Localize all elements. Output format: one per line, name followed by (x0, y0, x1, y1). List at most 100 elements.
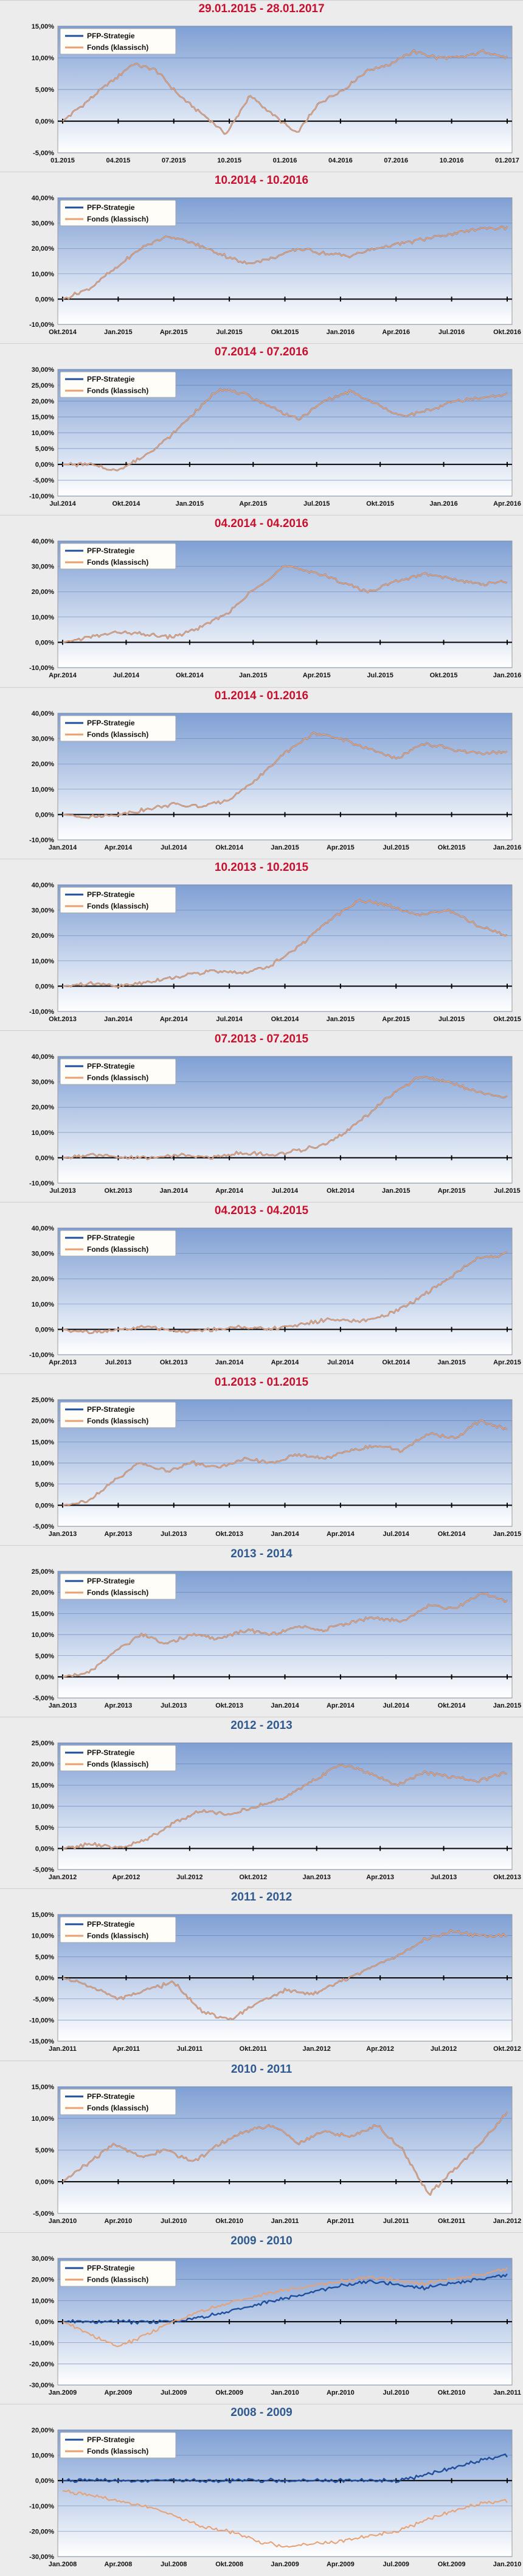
x-tick-label: Jul.2009 (383, 2561, 409, 2568)
x-tick-label: Jan.2008 (49, 2561, 77, 2568)
chart-title: 07.2014 - 07.2016 (214, 346, 309, 359)
fonds-series-line (62, 1593, 508, 1678)
y-tick-label: 10,00% (32, 786, 54, 793)
legend: PFP-Strategie Fonds (klassisch) (60, 1916, 176, 1943)
x-tick-label: Okt.2014 (438, 1531, 466, 1538)
x-tick-label: Apr.2014 (327, 1702, 355, 1709)
x-tick-label: Apr.2013 (104, 1531, 132, 1538)
y-tick-label: -5,00% (33, 2210, 54, 2218)
legend-label-strategy: PFP-Strategie (87, 719, 135, 727)
chart-panel: 04.2014 - 04.2016 -10,00% 0,00% 10,00% 20,00… (0, 515, 523, 687)
y-tick-label: -5,00% (33, 1695, 54, 1702)
x-tick-label: Okt.2014 (49, 329, 77, 336)
legend-label-fonds: Fonds (klassisch) (87, 2447, 148, 2456)
legend-label-strategy: PFP-Strategie (87, 375, 135, 383)
x-tick-label: Apr.2015 (239, 500, 267, 508)
x-tick-label: 07.2015 (162, 157, 186, 164)
y-tick-label: 20,00% (32, 2427, 54, 2434)
legend-label-strategy: PFP-Strategie (87, 1748, 135, 1757)
x-tick-label: Apr.2015 (327, 844, 355, 851)
x-tick-label: Jul.2008 (161, 2561, 187, 2568)
x-tick-label: 01.2017 (495, 157, 519, 164)
chart-panel: 2010 - 2011 -5,00% 0,00% 5,00% 10,00% 15,00% J… (0, 2060, 523, 2233)
x-tick-label: Apr.2015 (303, 672, 331, 680)
x-tick-label: Apr.2012 (113, 1874, 140, 1881)
legend-label-fonds: Fonds (klassisch) (87, 730, 148, 739)
x-tick-label: Okt.2010 (438, 2389, 466, 2396)
chart-title: 10.2013 - 10.2015 (214, 860, 309, 874)
x-tick-label: Okt.2016 (493, 329, 521, 336)
fonds-series-line (62, 2111, 508, 2196)
x-tick-label: Okt.2013 (215, 1531, 243, 1538)
chart-title: 01.2014 - 01.2016 (214, 689, 309, 702)
x-tick-label: Apr.2011 (327, 2218, 354, 2225)
y-tick-label: -10,00% (29, 1352, 54, 1359)
line-chart: -15,00% -10,00% -5,00% 0,00% 5,00% 10,00% 15,0… (29, 1911, 521, 2053)
x-tick-label: Jul.2014 (383, 1702, 410, 1709)
y-tick-label: 5,00% (35, 1954, 54, 1961)
x-tick-label: Jan.2012 (493, 2218, 521, 2225)
y-tick-label: 0,00% (35, 1846, 54, 1853)
x-tick-label: Jan.2014 (215, 1359, 244, 1366)
fonds-series-line (62, 49, 508, 135)
strategy-series-line (63, 2273, 508, 2325)
y-tick-label: 5,00% (35, 86, 54, 94)
legend-label-fonds: Fonds (klassisch) (87, 902, 148, 910)
y-tick-label: 0,00% (35, 640, 54, 647)
legend-label-strategy: PFP-Strategie (87, 2092, 135, 2101)
legend: PFP-Strategie Fonds (klassisch) (60, 1573, 176, 1600)
x-tick-label: Okt.2012 (239, 1874, 267, 1881)
y-tick-label: 15,00% (32, 1611, 54, 1618)
x-tick-label: Apr.2016 (382, 329, 410, 336)
x-tick-label: Jan.2015 (239, 672, 267, 680)
y-tick-label: -10,00% (29, 1180, 54, 1187)
legend-label-strategy: PFP-Strategie (87, 32, 135, 40)
x-tick-label: 01.2015 (50, 157, 75, 164)
legend: PFP-Strategie Fonds (klassisch) (60, 2089, 176, 2115)
legend-label-strategy: PFP-Strategie (87, 1062, 135, 1070)
x-tick-label: Jan.2010 (493, 2561, 521, 2568)
y-tick-label: 20,00% (32, 1761, 54, 1768)
chart-title: 04.2013 - 04.2015 (214, 1204, 309, 1217)
x-tick-label: Okt.2014 (438, 1702, 466, 1709)
x-tick-label: Jul.2014 (216, 1016, 243, 1023)
legend-label-fonds: Fonds (klassisch) (87, 1588, 148, 1597)
line-chart: -5,00% 0,00% 5,00% 10,00% 15,00% 20,00% 25,00%… (32, 1568, 521, 1709)
fonds-series-line (63, 388, 508, 472)
y-tick-label: -30,00% (29, 2382, 54, 2389)
y-tick-label: 40,00% (32, 538, 54, 545)
y-tick-label: 20,00% (32, 1104, 54, 1111)
x-tick-label: Okt.2013 (49, 1016, 77, 1023)
chart-title: 2012 - 2013 (230, 1719, 293, 1733)
x-tick-label: Apr.2010 (327, 2389, 355, 2396)
x-tick-label: Okt.2008 (215, 2561, 243, 2568)
fonds-series-line (62, 1075, 508, 1160)
x-tick-label: Jan.2014 (49, 844, 77, 851)
legend-label-strategy: PFP-Strategie (87, 2435, 135, 2444)
y-tick-label: 10,00% (32, 271, 54, 278)
y-tick-label: 15,00% (32, 414, 54, 421)
y-tick-label: 30,00% (32, 735, 54, 742)
y-tick-label: 5,00% (35, 1653, 54, 1660)
x-tick-label: Jul.2011 (383, 2218, 409, 2225)
x-tick-label: Jan.2016 (493, 672, 521, 680)
y-tick-label: -10,00% (29, 2503, 54, 2510)
x-tick-label: Okt.2015 (438, 844, 466, 851)
x-tick-label: 10.2016 (440, 157, 464, 164)
x-tick-label: Okt.2014 (271, 1016, 300, 1023)
fonds-series-line (62, 1419, 508, 1506)
y-tick-label: 10,00% (32, 958, 54, 965)
x-tick-label: Okt.2011 (438, 2218, 465, 2225)
y-tick-label: 20,00% (32, 1276, 54, 1283)
line-chart: -10,00% 0,00% 10,00% 20,00% 30,00% 40,00% Apr.… (29, 538, 521, 680)
y-tick-label: 15,00% (32, 1439, 54, 1446)
x-tick-label: Jul.2014 (113, 672, 140, 680)
y-tick-label: 0,00% (35, 2179, 54, 2186)
fonds-series-line (62, 2489, 508, 2548)
y-tick-label: 40,00% (32, 882, 54, 889)
y-tick-label: 20,00% (32, 1418, 54, 1425)
line-chart: -30,00% -20,00% -10,00% 0,00% 10,00% 20,00% Ja… (29, 2427, 521, 2568)
legend-label-strategy: PFP-Strategie (87, 1577, 135, 1585)
x-tick-label: Okt.2009 (438, 2561, 466, 2568)
x-tick-label: 01.2016 (273, 157, 297, 164)
